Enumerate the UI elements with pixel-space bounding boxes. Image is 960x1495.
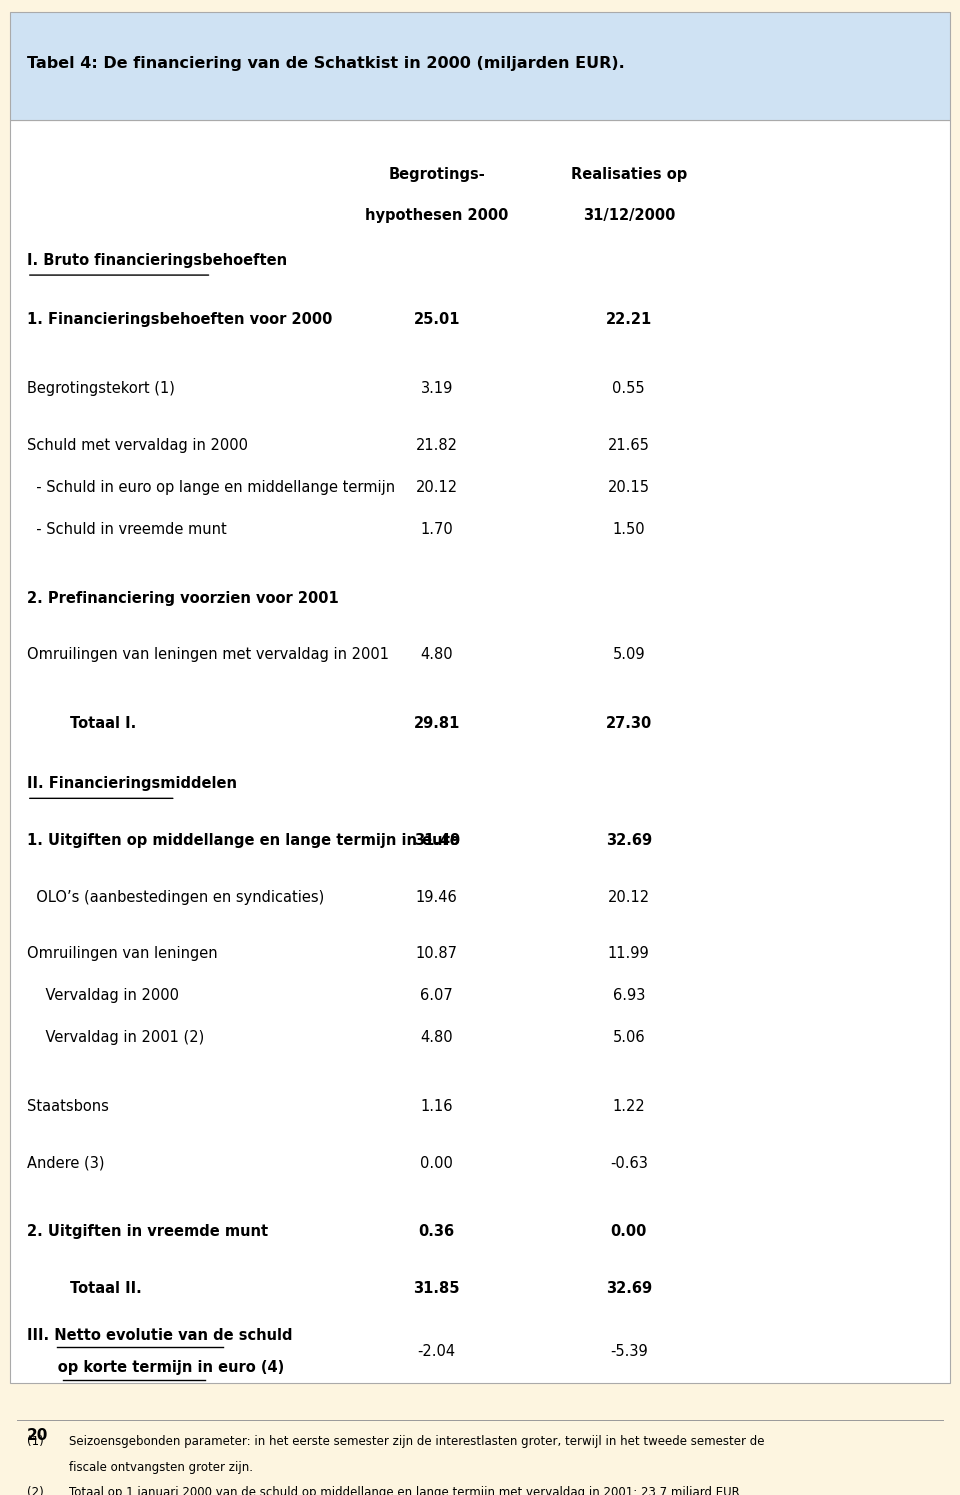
Text: -2.04: -2.04 <box>418 1344 456 1359</box>
Text: -5.39: -5.39 <box>610 1344 648 1359</box>
Text: 20.15: 20.15 <box>608 480 650 495</box>
Text: 20.12: 20.12 <box>608 890 650 904</box>
Text: 1.70: 1.70 <box>420 522 453 537</box>
Text: 1.22: 1.22 <box>612 1099 645 1114</box>
Text: Totaal op 1 januari 2000 van de schuld op middellange en lange termijn met verva: Totaal op 1 januari 2000 van de schuld o… <box>69 1486 743 1495</box>
Text: III. Netto evolutie van de schuld: III. Netto evolutie van de schuld <box>27 1328 293 1343</box>
Text: 20: 20 <box>27 1428 48 1443</box>
Bar <box>10 120 950 1383</box>
Text: Vervaldag in 2000: Vervaldag in 2000 <box>27 988 179 1003</box>
Text: 1.50: 1.50 <box>612 522 645 537</box>
Text: 32.69: 32.69 <box>606 833 652 848</box>
Text: 0.36: 0.36 <box>419 1224 455 1239</box>
Text: Seizoensgebonden parameter: in het eerste semester zijn de interestlasten groter: Seizoensgebonden parameter: in het eerst… <box>69 1435 764 1449</box>
Text: fiscale ontvangsten groter zijn.: fiscale ontvangsten groter zijn. <box>69 1461 253 1474</box>
Text: 1.16: 1.16 <box>420 1099 453 1114</box>
Text: (2): (2) <box>27 1486 43 1495</box>
Text: 21.82: 21.82 <box>416 438 458 453</box>
Text: I. Bruto financieringsbehoeften: I. Bruto financieringsbehoeften <box>27 253 287 268</box>
Text: 25.01: 25.01 <box>414 312 460 327</box>
Text: hypothesen 2000: hypothesen 2000 <box>365 208 509 223</box>
Text: Totaal II.: Totaal II. <box>70 1281 142 1296</box>
Text: 1. Financieringsbehoeften voor 2000: 1. Financieringsbehoeften voor 2000 <box>27 312 332 327</box>
Text: 3.19: 3.19 <box>420 381 453 396</box>
Text: 31.49: 31.49 <box>414 833 460 848</box>
Text: op korte termijn in euro (4): op korte termijn in euro (4) <box>27 1360 284 1375</box>
Text: 0.00: 0.00 <box>611 1224 647 1239</box>
Text: Staatsbons: Staatsbons <box>27 1099 108 1114</box>
Text: 6.93: 6.93 <box>612 988 645 1003</box>
Text: 20.12: 20.12 <box>416 480 458 495</box>
Text: 6.07: 6.07 <box>420 988 453 1003</box>
Text: 5.09: 5.09 <box>612 647 645 662</box>
Text: Totaal I.: Totaal I. <box>70 716 136 731</box>
Text: 31.85: 31.85 <box>414 1281 460 1296</box>
Text: 4.80: 4.80 <box>420 647 453 662</box>
Text: 32.69: 32.69 <box>606 1281 652 1296</box>
Text: 4.80: 4.80 <box>420 1030 453 1045</box>
Text: 0.00: 0.00 <box>420 1156 453 1171</box>
Text: 19.46: 19.46 <box>416 890 458 904</box>
Text: 31/12/2000: 31/12/2000 <box>583 208 675 223</box>
Text: OLO’s (aanbestedingen en syndicaties): OLO’s (aanbestedingen en syndicaties) <box>27 890 324 904</box>
Bar <box>10 12 950 120</box>
Text: -0.63: -0.63 <box>610 1156 648 1171</box>
Text: II. Financieringsmiddelen: II. Financieringsmiddelen <box>27 776 237 791</box>
Text: Begrotings-: Begrotings- <box>389 167 485 182</box>
Text: 27.30: 27.30 <box>606 716 652 731</box>
Text: Omruilingen van leningen met vervaldag in 2001: Omruilingen van leningen met vervaldag i… <box>27 647 389 662</box>
Text: 0.55: 0.55 <box>612 381 645 396</box>
Text: Vervaldag in 2001 (2): Vervaldag in 2001 (2) <box>27 1030 204 1045</box>
Text: Andere (3): Andere (3) <box>27 1156 105 1171</box>
Text: 1. Uitgiften op middellange en lange termijn in euro: 1. Uitgiften op middellange en lange ter… <box>27 833 460 848</box>
Text: - Schuld in euro op lange en middellange termijn: - Schuld in euro op lange en middellange… <box>27 480 395 495</box>
Text: (1): (1) <box>27 1435 43 1449</box>
Text: - Schuld in vreemde munt: - Schuld in vreemde munt <box>27 522 227 537</box>
Text: 2. Uitgiften in vreemde munt: 2. Uitgiften in vreemde munt <box>27 1224 268 1239</box>
Text: 22.21: 22.21 <box>606 312 652 327</box>
Text: 10.87: 10.87 <box>416 946 458 961</box>
Text: Begrotingstekort (1): Begrotingstekort (1) <box>27 381 175 396</box>
Text: Tabel 4: De financiering van de Schatkist in 2000 (miljarden EUR).: Tabel 4: De financiering van de Schatkis… <box>27 57 625 72</box>
Text: 21.65: 21.65 <box>608 438 650 453</box>
Text: 11.99: 11.99 <box>608 946 650 961</box>
Text: Omruilingen van leningen: Omruilingen van leningen <box>27 946 218 961</box>
Text: 2. Prefinanciering voorzien voor 2001: 2. Prefinanciering voorzien voor 2001 <box>27 591 339 605</box>
Text: Realisaties op: Realisaties op <box>570 167 687 182</box>
Text: Schuld met vervaldag in 2000: Schuld met vervaldag in 2000 <box>27 438 248 453</box>
Text: 29.81: 29.81 <box>414 716 460 731</box>
Text: 5.06: 5.06 <box>612 1030 645 1045</box>
